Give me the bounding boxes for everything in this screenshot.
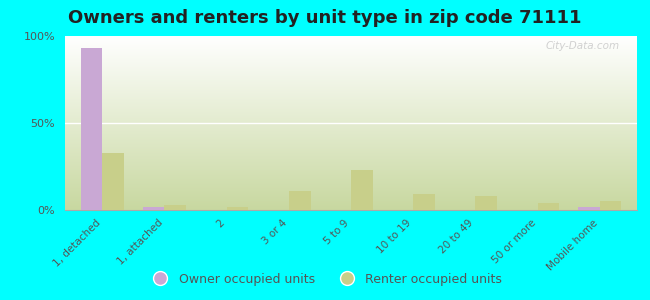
Bar	[143, 206, 164, 210]
Bar	[413, 194, 435, 210]
Bar	[351, 170, 372, 210]
Bar	[538, 203, 559, 210]
Legend: Owner occupied units, Renter occupied units: Owner occupied units, Renter occupied un…	[143, 268, 507, 291]
Bar	[475, 196, 497, 210]
Bar	[102, 153, 124, 210]
Text: Owners and renters by unit type in zip code 71111: Owners and renters by unit type in zip c…	[68, 9, 582, 27]
Text: City-Data.com: City-Data.com	[546, 41, 620, 51]
Bar	[600, 201, 621, 210]
Bar	[578, 206, 600, 210]
Bar	[289, 191, 311, 210]
Bar	[227, 206, 248, 210]
Bar	[164, 205, 187, 210]
Bar	[81, 48, 102, 210]
